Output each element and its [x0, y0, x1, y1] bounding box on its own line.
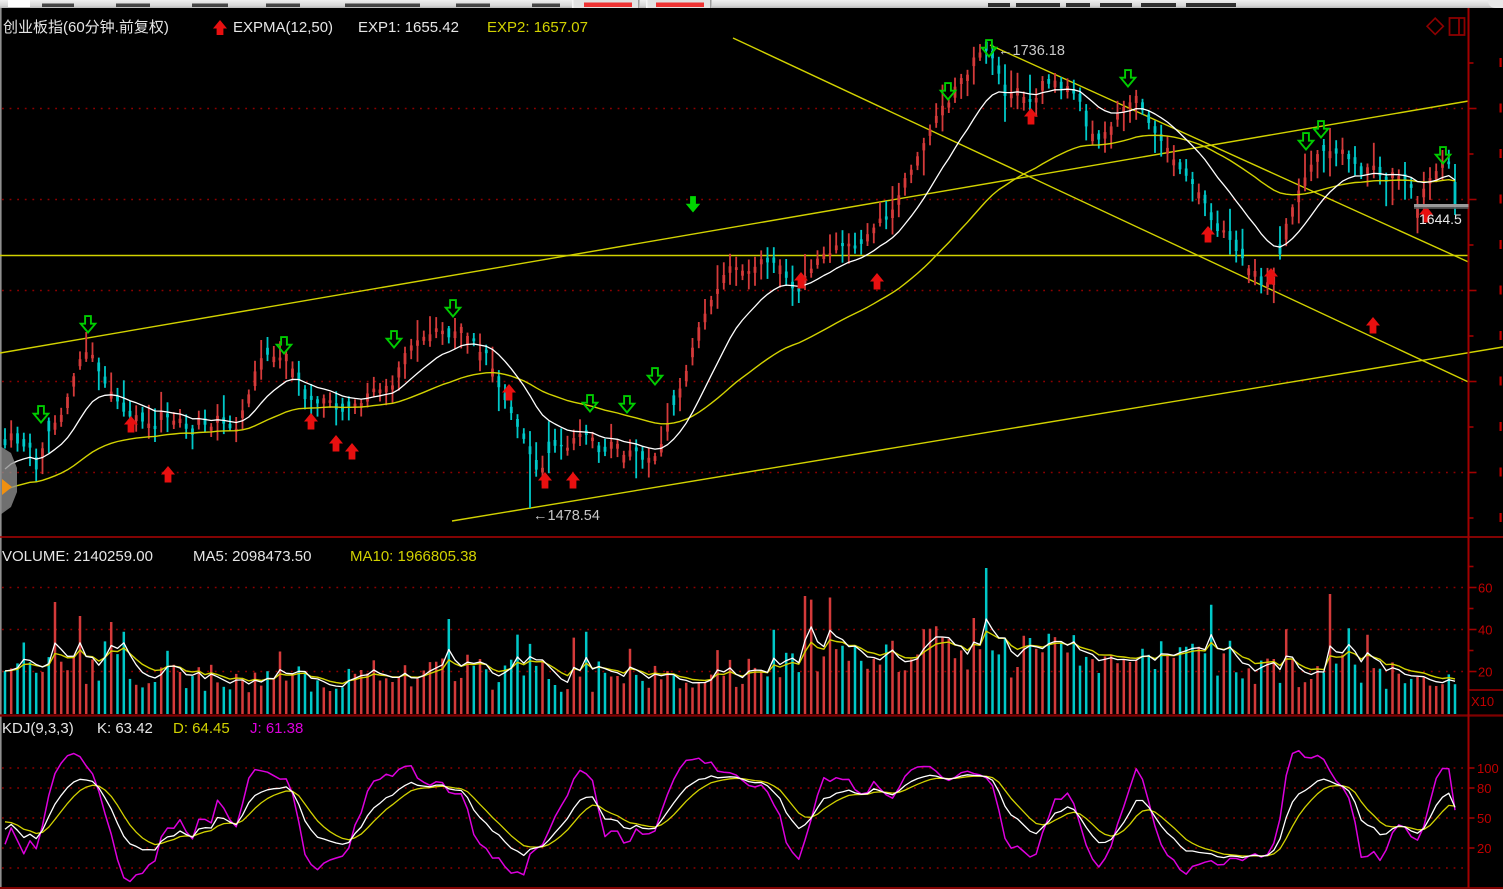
svg-text:创业板指(60分钟.前复权): 创业板指(60分钟.前复权) [3, 18, 169, 36]
svg-text:X10: X10 [1471, 694, 1494, 709]
svg-text:KDJ(9,3,3): KDJ(9,3,3) [2, 720, 74, 737]
svg-text:EXP2: 1657.07: EXP2: 1657.07 [487, 19, 588, 36]
svg-text:20: 20 [1477, 841, 1491, 856]
svg-text:J: 61.38: J: 61.38 [250, 720, 303, 737]
svg-text:1644.5: 1644.5 [1419, 211, 1462, 227]
svg-text:MA10: 1966805.38: MA10: 1966805.38 [350, 548, 477, 565]
svg-text:K: 63.42: K: 63.42 [97, 720, 153, 737]
svg-text:EXPMA(12,50): EXPMA(12,50) [233, 19, 333, 36]
svg-text:100: 100 [1477, 761, 1499, 776]
svg-text:20: 20 [1478, 665, 1492, 680]
svg-text:40: 40 [1478, 623, 1492, 638]
svg-text:MA5: 2098473.50: MA5: 2098473.50 [193, 548, 311, 565]
svg-text:VOLUME: 2140259.00: VOLUME: 2140259.00 [2, 548, 153, 565]
svg-text:50: 50 [1477, 811, 1491, 826]
svg-text:EXP1: 1655.42: EXP1: 1655.42 [358, 19, 459, 36]
svg-text:80: 80 [1477, 781, 1491, 796]
svg-text:D: 64.45: D: 64.45 [173, 720, 230, 737]
svg-text:←1478.54: ←1478.54 [533, 508, 600, 524]
svg-text:60: 60 [1478, 581, 1492, 596]
svg-text:←1736.18: ←1736.18 [998, 43, 1065, 59]
